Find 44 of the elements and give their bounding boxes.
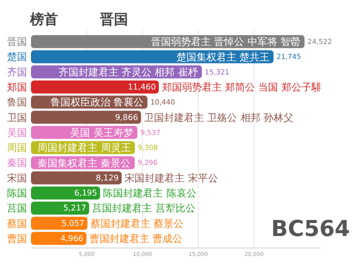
annotation: 晋国弱势君主 晋悼公 中军将 智罃 <box>150 36 301 48</box>
bar <box>31 186 100 200</box>
bar <box>31 110 142 124</box>
chart-subtitle: 晋国 <box>99 12 128 28</box>
data-label: 11,460 <box>128 82 156 92</box>
data-label: 5,217 <box>63 204 86 213</box>
data-label: 6,195 <box>74 188 98 198</box>
annotation: 秦国集权君主 秦景公 <box>38 157 131 170</box>
annotation: 莒国封建君主 莒犁比公 <box>92 202 196 215</box>
bar <box>31 216 88 230</box>
y-tick-label: 陈国 <box>7 188 27 200</box>
bar <box>31 80 159 94</box>
y-tick-label: 郑国 <box>7 82 27 94</box>
chart-title: 榜首 <box>29 11 58 28</box>
y-tick-label: 宋国 <box>7 172 27 184</box>
data-label: 8,129 <box>96 173 119 182</box>
y-tick-label: 莒国 <box>7 202 27 215</box>
y-tick-label: 曹国 <box>7 232 27 245</box>
y-tick-label: 晋国 <box>7 37 27 48</box>
data-label: 9,866 <box>115 112 138 122</box>
bar <box>31 202 90 215</box>
y-tick-label: 楚国 <box>7 51 27 64</box>
y-tick-label: 秦国 <box>7 158 27 170</box>
annotation: 卫国封建君主 卫殇公 相邦 孙林父 <box>144 112 294 124</box>
annotation: 曹国封建君主 曹成公 <box>89 233 183 246</box>
data-label: 5,057 <box>62 218 84 228</box>
y-tick-label: 卫国 <box>7 112 27 124</box>
bar <box>31 171 122 184</box>
y-tick-label: 蔡国 <box>7 218 27 230</box>
annotation: 齐国封建君主 齐灵公 相邦 崔杼 <box>58 66 198 78</box>
y-tick-label: 周国 <box>7 143 27 154</box>
annotation: BC564 <box>271 217 350 242</box>
y-tick-label: 齐国 <box>7 66 27 78</box>
annotation: 吴国 吴王寿梦 <box>70 127 134 140</box>
annotation: 鲁国权臣政治 鲁襄公 <box>50 96 144 109</box>
annotation: 蔡国封建君主 蔡景公 <box>90 218 184 230</box>
annotation: 郑国弱势君主 郑简公 当国 郑公子騑 <box>162 82 322 94</box>
annotation: 楚国集权君主 楚共王 <box>176 51 270 64</box>
y-tick-label: 吴国 <box>7 128 27 139</box>
y-tick-label: 鲁国 <box>7 96 27 109</box>
annotation: 陈国封建君主 陈哀公 <box>103 188 196 200</box>
annotation: 宋国封建君主 宋平公 <box>124 172 218 184</box>
annotation: 周国封建君主 周灵王 <box>38 142 131 154</box>
data-label: 4,966 <box>60 234 84 243</box>
